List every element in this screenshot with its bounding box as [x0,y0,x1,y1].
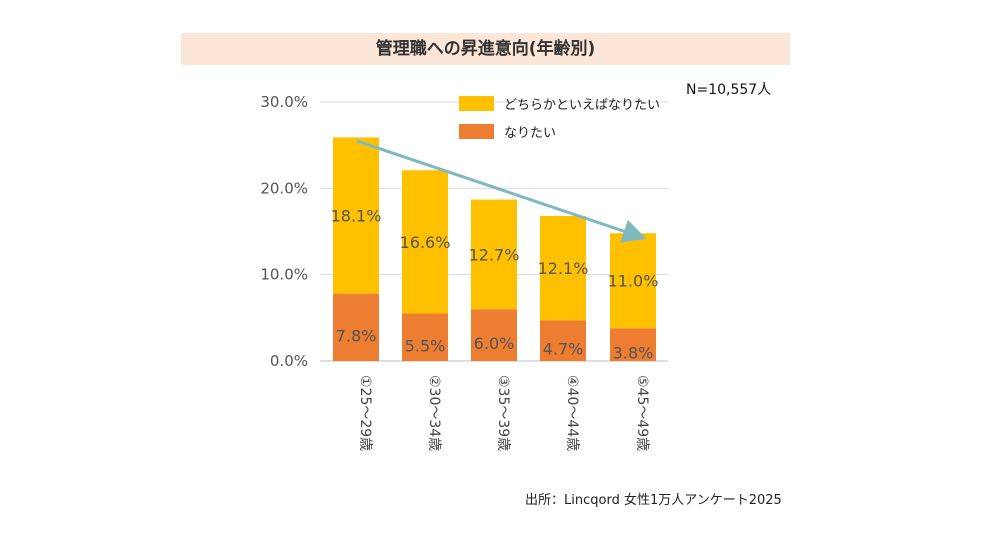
sample-size-label: N=10,557人 [686,82,772,98]
bar-segment-naritai [333,293,379,361]
source-note: 出所：Lincqord 女性1万人アンケート2025 [525,493,782,508]
trend-arrow [356,139,647,243]
chart-title: 管理職への昇進意向(年齢別) [181,33,790,65]
trend-arrow-group [356,139,647,243]
data-label-naritai: 6.0% [474,334,515,353]
bar-segment-dochiraka [402,170,448,314]
y-axis-ticks: 0.0% 10.0% 20.0% 30.0% [260,93,308,370]
data-label-naritai: 5.5% [405,336,446,355]
data-label-dochiraka: 12.1% [538,259,589,278]
bar-segment-dochiraka [471,199,517,310]
y-tick-label: 30.0% [260,93,308,111]
data-label-dochiraka: 16.6% [400,233,451,252]
legend-label-dochiraka: どちらかといえばなりたい [504,98,660,113]
y-tick-label: 0.0% [270,352,308,370]
x-tick-label: ④40～44歳 [564,375,580,451]
bar-segment-naritai [610,328,656,361]
x-tick-label: ①25～29歳 [357,375,373,451]
data-label-naritai: 4.7% [543,340,584,359]
bar-segment-dochiraka [540,215,586,321]
bar-segment-naritai [471,309,517,361]
data-label-dochiraka: 11.0% [608,272,659,291]
bar-segment-dochiraka [610,233,656,329]
x-tick-label: ⑤45～49歳 [634,375,650,451]
x-tick-label: ③35～39歳 [495,375,511,451]
data-labels: 7.8% 18.1% 5.5% 16.6% 6.0% 12.7% 4.7% 12.1% 3.8%… [331,207,659,363]
bar-segment-naritai [402,313,448,361]
y-tick-label: 20.0% [260,179,308,197]
x-tick-label: ②30～34歳 [426,375,442,451]
legend-swatch-dochiraka [459,96,494,111]
data-label-naritai: 3.8% [613,344,654,363]
bar-segment-naritai [540,320,586,361]
data-label-naritai: 7.8% [336,326,377,345]
data-label-dochiraka: 18.1% [331,207,382,226]
legend-label-naritai: なりたい [504,126,556,141]
data-label-dochiraka: 12.7% [469,245,520,264]
x-axis-ticks: ①25～29歳 ②30～34歳 ③35～39歳 ④40～44歳 ⑤45～49歳 [357,375,650,451]
y-tick-label: 10.0% [260,266,308,284]
bars [333,137,656,361]
bar-segment-dochiraka [333,137,379,294]
legend-swatch-naritai [459,124,494,139]
